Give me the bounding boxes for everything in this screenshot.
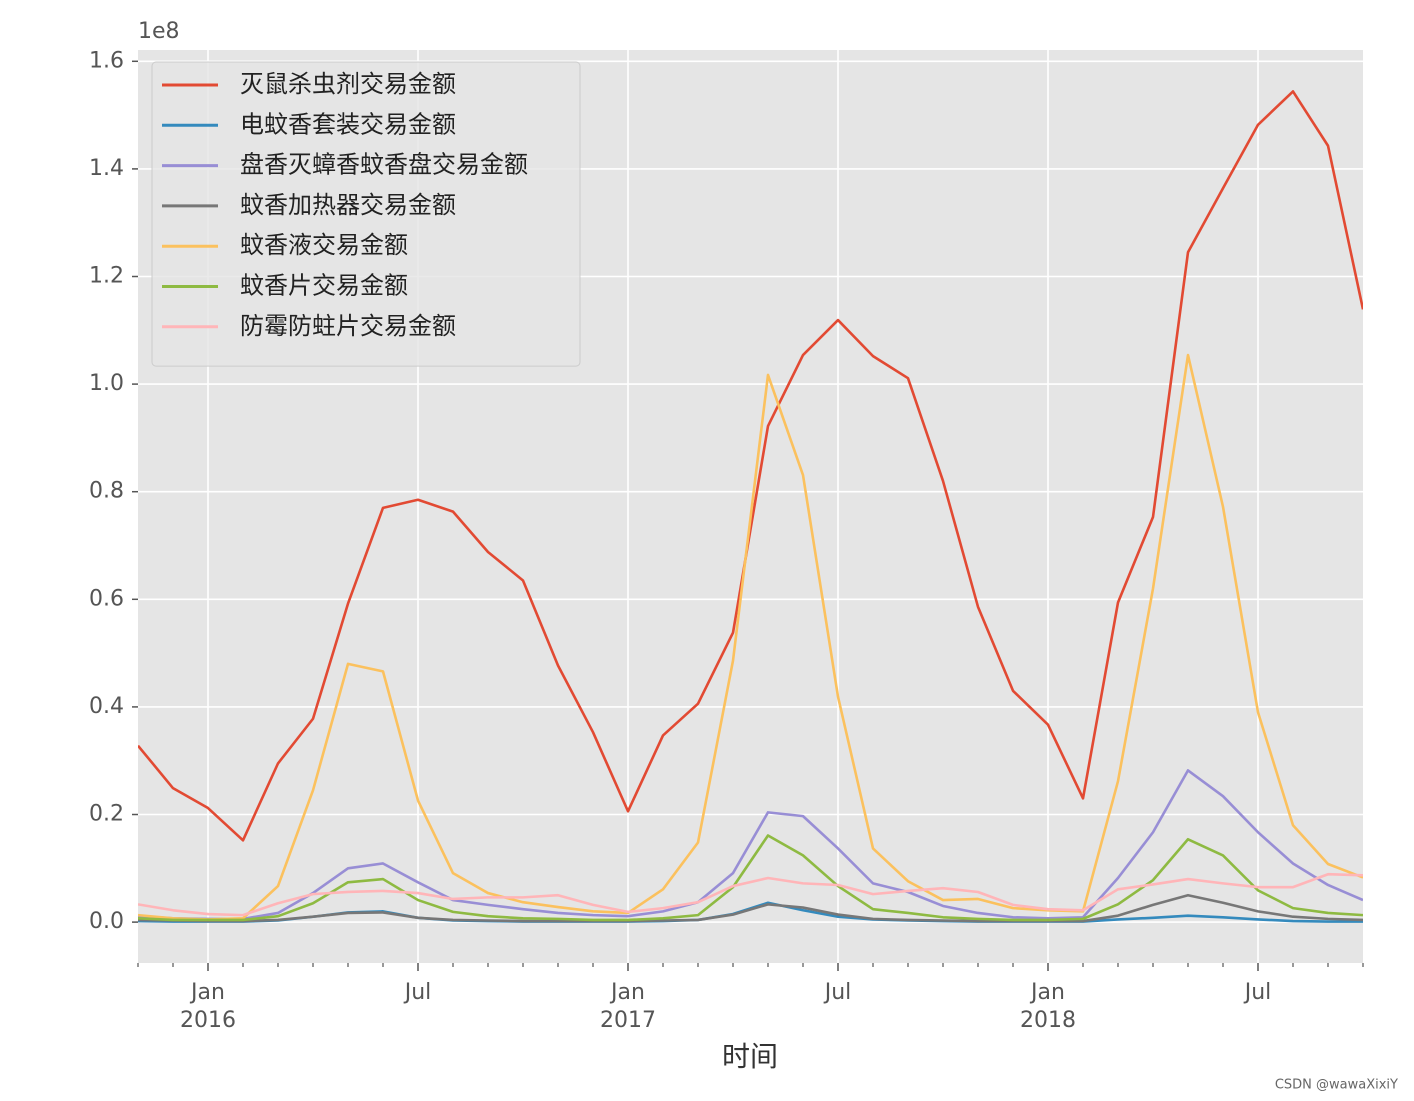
legend-label: 盘香灭蟑香蚊香盘交易金额 <box>240 151 528 179</box>
x-tick-label: Jan <box>189 980 225 1005</box>
x-tick-label: Jan <box>1029 980 1065 1005</box>
series-line <box>138 90 1363 842</box>
series-line <box>138 353 1363 921</box>
legend-label: 防霉防蛀片交易金额 <box>240 312 456 340</box>
legend-label: 蚊香片交易金额 <box>240 272 408 300</box>
legend-label: 蚊香液交易金额 <box>240 231 408 259</box>
y-tick-label: 1.0 <box>89 371 124 396</box>
series-line <box>138 769 1363 921</box>
y-tick-label: 1.2 <box>89 264 124 289</box>
x-axis-label: 时间 <box>722 1040 778 1073</box>
watermark: CSDN @wawaXixiY <box>1275 1078 1398 1093</box>
offset-label: 1e8 <box>138 19 180 44</box>
series-line <box>138 893 1363 923</box>
y-tick-label: 1.4 <box>89 156 124 181</box>
y-tick-label: 0.4 <box>89 694 124 719</box>
series-line <box>138 834 1363 922</box>
legend-box <box>151 61 581 367</box>
series-line <box>138 872 1363 917</box>
x-tick-label: Jan <box>609 980 645 1005</box>
legend-label: 蚊香加热器交易金额 <box>240 191 456 219</box>
y-tick-label: 0.0 <box>89 909 124 934</box>
x-tick-label: Jul <box>1243 980 1272 1005</box>
legend-label: 灭鼠杀虫剂交易金额 <box>240 70 456 98</box>
x-tick-label: Jul <box>823 980 852 1005</box>
y-tick-label: 1.6 <box>89 48 124 73</box>
x-tick-sublabel: 2018 <box>1020 1008 1076 1033</box>
x-tick-label: Jul <box>403 980 432 1005</box>
x-tick-sublabel: 2017 <box>600 1008 656 1033</box>
y-tick-label: 0.8 <box>89 479 124 504</box>
y-tick-label: 0.2 <box>89 802 124 827</box>
x-tick-sublabel: 2016 <box>180 1008 236 1033</box>
y-tick-label: 0.6 <box>89 586 124 611</box>
legend-label: 电蚊香套装交易金额 <box>240 110 456 138</box>
